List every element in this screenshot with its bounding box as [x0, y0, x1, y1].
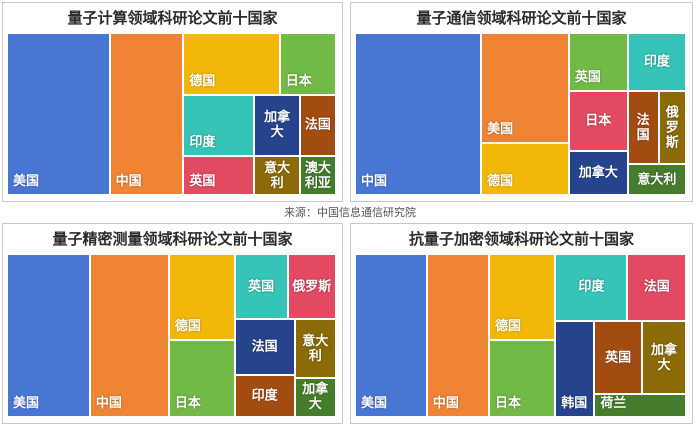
tile-label: 美国 — [13, 396, 40, 411]
treemap-tile: 加拿 大 — [295, 378, 337, 418]
tile-label: 美国 — [13, 174, 40, 189]
treemap-tile: 中国 — [427, 255, 491, 418]
source-note: 来源：中国信息通信研究院 — [284, 206, 416, 219]
treemap-tile: 日本 — [169, 341, 236, 418]
tile-label: 印度 — [578, 279, 605, 295]
tile-label: 日本 — [495, 395, 522, 411]
treemap-panel-post-quantum-crypto: 抗量子加密领域科研论文前十国家 美国 中国 德国日本 印度 法国韩国 英国 加拿 大荷兰 — [350, 223, 693, 424]
treemap-panel-quantum-metrology: 量子精密测量领域科研论文前十国家 美国 中国 德国日本 英国 俄罗斯法国 意大 利印度 加拿… — [2, 223, 343, 424]
treemap-tile: 印度 — [235, 375, 296, 418]
tile-label: 澳大 利亚 — [304, 160, 331, 191]
tile-label: 印度 — [189, 135, 216, 151]
treemap-tile: 德国 — [482, 144, 570, 196]
treemap-area: 美国 中国 德国 日本印度英国 加拿 大法国意大 利澳大 利亚 — [8, 34, 337, 196]
treemap-panel-quantum-communication: 量子通信领域科研论文前十国家 中国 美国德国 英国 印度日本加拿大 法 国 俄 罗 斯意大… — [350, 2, 693, 202]
tile-label: 印度 — [643, 54, 670, 70]
treemap-tile: 日本 — [280, 34, 337, 96]
tile-label: 日本 — [585, 113, 612, 129]
treemap-tile: 法国 — [300, 95, 337, 158]
tile-label: 日本 — [285, 73, 312, 89]
tile-label: 意大 利 — [264, 160, 291, 191]
treemap-tile: 日本 — [490, 341, 557, 418]
chart-title: 量子通信领域科研论文前十国家 — [416, 9, 627, 27]
chart-title: 量子精密测量领域科研论文前十国家 — [52, 230, 293, 248]
treemap-tile: 印度 — [556, 255, 629, 322]
treemap-tile: 美国 — [8, 255, 91, 418]
treemap-tile: 英国 — [595, 321, 643, 396]
chart-title: 量子计算领域科研论文前十国家 — [67, 9, 278, 27]
treemap-tile: 韩国 — [556, 321, 596, 418]
treemap-tile: 德国 — [184, 34, 281, 96]
tile-label: 英国 — [189, 173, 216, 189]
tile-label: 俄 罗 斯 — [665, 105, 679, 151]
treemap-tile: 德国 — [169, 255, 236, 342]
treemap-tile: 中国 — [90, 255, 170, 418]
tile-label: 法国 — [643, 279, 670, 295]
tile-label: 加拿大 — [578, 165, 618, 181]
tile-label: 日本 — [174, 395, 201, 411]
tile-label: 韩国 — [561, 395, 588, 411]
tile-label: 德国 — [174, 319, 201, 335]
tile-label: 中国 — [361, 174, 388, 189]
tile-label: 美国 — [361, 396, 388, 411]
tile-label: 中国 — [432, 396, 459, 411]
tile-label: 荷兰 — [600, 395, 627, 411]
tile-label: 英国 — [574, 70, 601, 86]
tile-label: 意大利 — [637, 172, 677, 188]
tile-label: 加拿 大 — [264, 110, 291, 141]
treemap-tile: 英国 — [184, 157, 256, 196]
tile-label: 加拿 大 — [650, 342, 677, 373]
tile-label: 英国 — [248, 279, 275, 295]
treemap-tile: 加拿 大 — [642, 321, 687, 396]
treemap-tile: 印度 — [184, 95, 256, 158]
tile-label: 意大 利 — [302, 333, 329, 364]
treemap-tile: 德国 — [490, 255, 557, 342]
treemap-panel-quantum-computing: 量子计算领域科研论文前十国家 美国 中国 德国 日本印度英国 加拿 大法国意大 利澳大 … — [2, 2, 343, 202]
treemap-tile: 英国 — [235, 255, 289, 321]
treemap-area: 美国 中国 德国日本 印度 法国韩国 英国 加拿 大荷兰 — [356, 255, 687, 418]
treemap-tile: 俄 罗 斯 — [659, 92, 687, 166]
tile-label: 中国 — [95, 396, 122, 411]
treemap-tile: 日本 — [569, 92, 629, 153]
treemap-area: 中国 美国德国 英国 印度日本加拿大 法 国 俄 罗 斯意大利 — [356, 34, 687, 196]
tile-label: 法国 — [304, 117, 331, 133]
treemap-tile: 加拿大 — [569, 152, 629, 196]
treemap-tile: 加拿 大 — [255, 95, 301, 158]
treemap-tile: 俄罗斯 — [288, 255, 337, 321]
treemap-area: 美国 中国 德国日本 英国 俄罗斯法国 意大 利印度 加拿 大 — [8, 255, 337, 418]
chart-title: 抗量子加密领域科研论文前十国家 — [408, 230, 634, 248]
tile-label: 德国 — [189, 73, 216, 89]
tile-label: 俄罗斯 — [292, 279, 332, 295]
treemap-tile: 意大利 — [628, 165, 687, 196]
tile-label: 加拿 大 — [302, 382, 329, 413]
tile-label: 法国 — [251, 339, 278, 355]
treemap-tile: 美国 — [8, 34, 111, 196]
treemap-tile: 意大 利 — [295, 320, 337, 379]
treemap-tile: 意大 利 — [255, 157, 301, 196]
treemap-tile: 澳大 利亚 — [300, 157, 337, 196]
treemap-tile: 美国 — [482, 34, 570, 145]
treemap-tile: 荷兰 — [595, 395, 687, 418]
tile-label: 美国 — [487, 122, 514, 138]
treemap-tile: 法国 — [628, 255, 687, 322]
treemap-tile: 印度 — [628, 34, 687, 93]
tile-label: 德国 — [487, 173, 514, 189]
treemap-tile: 中国 — [110, 34, 185, 196]
tile-label: 印度 — [251, 388, 278, 404]
tile-label: 德国 — [495, 319, 522, 335]
treemap-tile: 美国 — [356, 255, 428, 418]
treemap-tile: 法 国 — [628, 92, 660, 166]
tile-label: 中国 — [115, 174, 142, 189]
tile-label: 英国 — [605, 350, 632, 365]
treemap-tile: 中国 — [356, 34, 483, 196]
treemap-tile: 法国 — [235, 320, 296, 376]
tile-label: 法 国 — [636, 112, 650, 143]
treemap-tile: 英国 — [569, 34, 629, 93]
